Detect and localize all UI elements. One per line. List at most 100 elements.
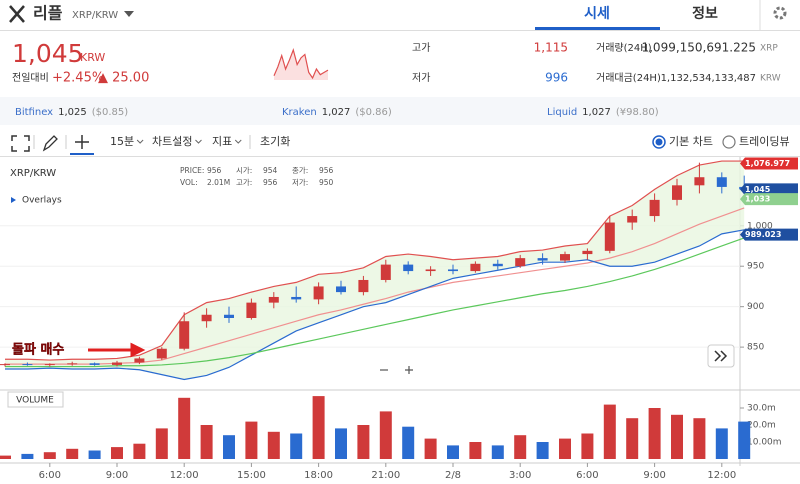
info-label: 고가:: [236, 178, 252, 187]
band-fill: [5, 161, 745, 380]
tab[interactable]: 정보: [692, 5, 718, 22]
volume-bar: [603, 404, 616, 459]
caret[interactable]: [124, 11, 134, 17]
volume-tick-label: 20.0m: [747, 421, 776, 431]
toolbar-item[interactable]: 초기화: [260, 135, 290, 148]
volume-bar: [648, 408, 661, 459]
volume-bar: [88, 450, 101, 459]
change-pct: +2.45%: [52, 71, 104, 86]
toolbar: 15분 차트설정 지표 초기화: [33, 135, 290, 149]
price-tag: [740, 183, 798, 196]
crosshair-icon[interactable]: [75, 135, 89, 149]
stat-unit: KRW: [760, 74, 781, 84]
exchange-price: 1,027: [582, 107, 611, 118]
radio-label[interactable]: 트레이딩뷰: [739, 135, 790, 148]
candle-body: [515, 258, 526, 267]
price-tag-label: 1,076.977: [745, 159, 790, 168]
stat-value: 1,132,534,133,487: [661, 73, 756, 84]
exchange-name[interactable]: Liquid: [547, 107, 577, 118]
radio-label[interactable]: 기본 차트: [669, 135, 713, 148]
tab[interactable]: 시세: [584, 6, 610, 22]
tool-underline: [70, 153, 94, 155]
overlays-icon[interactable]: [11, 197, 16, 203]
volume-bar: [581, 433, 594, 459]
price-tag-label: 1,033: [745, 195, 770, 204]
x-tick-label: 6:00: [39, 470, 61, 481]
price-tag-label: 989.023: [745, 230, 781, 239]
candle-body: [448, 269, 458, 272]
annotation-arrow: [88, 342, 146, 358]
candle-body: [336, 286, 346, 293]
candle-body: [627, 216, 638, 223]
price-tag: [740, 228, 798, 241]
candle-body: [380, 264, 391, 280]
overlays[interactable]: Overlays: [22, 196, 62, 206]
candle-body: [560, 254, 570, 261]
price-tag: [740, 193, 798, 206]
tab-underline: [535, 27, 660, 30]
volume-box: [7, 391, 64, 408]
stat-label: 저가: [412, 72, 430, 84]
x-tick-label: 12:00: [170, 470, 199, 481]
scroll-icon: [714, 350, 728, 362]
annotation: 돌파 매수: [12, 343, 64, 358]
price-tag: [740, 157, 798, 170]
volume-bar: [469, 442, 482, 459]
dropdown-caret: [195, 139, 202, 144]
toolbar-item[interactable]: 15분: [110, 135, 134, 148]
x-tick-label: 12:00: [707, 470, 736, 481]
toolbar-item[interactable]: 지표: [212, 135, 232, 148]
y-tick-label: 900: [747, 302, 764, 312]
volume-bar: [133, 443, 146, 459]
fullscreen-icon[interactable]: [11, 135, 30, 152]
candle-body: [224, 314, 234, 318]
exchange-name[interactable]: Bitfinex: [15, 107, 53, 118]
volume-bar: [514, 435, 527, 459]
x-tick-label: 9:00: [643, 470, 665, 481]
band-line: [5, 229, 745, 381]
x-tick-label: 15:00: [237, 470, 266, 481]
volume-bar: [245, 421, 258, 459]
dropdown-caret: [136, 139, 144, 144]
volume-bar: [491, 445, 504, 459]
toolbar-item[interactable]: 차트설정: [152, 135, 192, 148]
candle-body: [268, 296, 279, 303]
chart: 850 900 950 1,000 30.0m 20.0m 10.00m 6:00 9:00 12…: [0, 157, 800, 481]
sparkline-area: [274, 50, 328, 80]
candle-body: [291, 296, 302, 300]
draw-icon[interactable]: [42, 135, 58, 152]
price-tag-label: 1,045: [745, 185, 771, 194]
stat-label: 거래대금(24H): [596, 72, 661, 84]
band-line: [5, 160, 745, 361]
settings-icon[interactable]: [773, 6, 787, 20]
change-abs: ▲ 25.00: [98, 71, 149, 86]
exchange-name[interactable]: Kraken: [282, 107, 317, 118]
candle-body: [0, 364, 10, 366]
x-tick-label: 18:00: [304, 470, 333, 481]
candle-body: [403, 264, 414, 272]
volume-bar: [200, 425, 213, 459]
info-label: 종가:: [292, 166, 308, 175]
volume-bar: [155, 428, 168, 459]
radio[interactable]: [722, 135, 736, 149]
band-line: [5, 237, 745, 368]
stat-label: 고가: [412, 42, 430, 54]
volume-bar: [312, 396, 325, 459]
candle-body: [537, 258, 548, 261]
price-unit: KRW: [80, 51, 105, 64]
candle-body: [134, 358, 145, 363]
candle-body: [89, 363, 100, 365]
volume-bar: [178, 397, 191, 459]
exchange-note: ($0.85): [92, 107, 129, 118]
coin-pair[interactable]: XRP/KRW: [72, 10, 118, 21]
coin-name[interactable]: 리플: [33, 4, 63, 23]
candle-body: [604, 222, 615, 251]
exchanges: Bitfinex 1,025 ($0.85) Kraken 1,027 ($0.86) Li…: [15, 107, 659, 118]
radio[interactable]: [652, 135, 666, 149]
x-tick-label: 6:00: [576, 470, 598, 481]
zoom-in[interactable]: [405, 366, 413, 374]
stats: 고가 1,115 저가 996 거래량(24H)1,099,150,691.225 XRP…: [412, 41, 781, 85]
